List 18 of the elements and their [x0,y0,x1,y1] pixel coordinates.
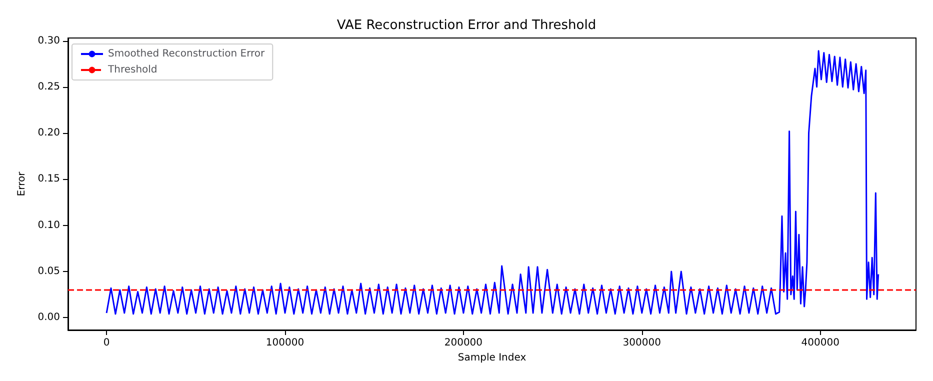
x-axis-title: Sample Index [458,352,526,364]
legend-label: Smoothed Reconstruction Error [108,48,266,60]
y-tick-label: 0.05 [38,266,60,277]
y-tick-label: 0.20 [38,128,60,139]
legend-label: Threshold [107,64,158,76]
y-tick-label: 0.10 [38,220,60,231]
y-axis-title: Error [16,170,28,196]
x-tick-label: 0 [103,338,110,348]
x-tick-label: 100000 [266,338,304,348]
y-tick-label: 0.15 [38,174,60,185]
chart-title: VAE Reconstruction Error and Threshold [336,18,596,33]
line-series [106,50,880,315]
x-tick-label: 200000 [444,338,483,348]
y-tick-label: 0.25 [38,81,60,92]
y-tick-label: 0.30 [38,35,60,46]
x-tick-label: 400000 [801,338,840,348]
x-tick-label: 300000 [622,338,661,348]
y-tick-label: 0.00 [38,312,60,324]
